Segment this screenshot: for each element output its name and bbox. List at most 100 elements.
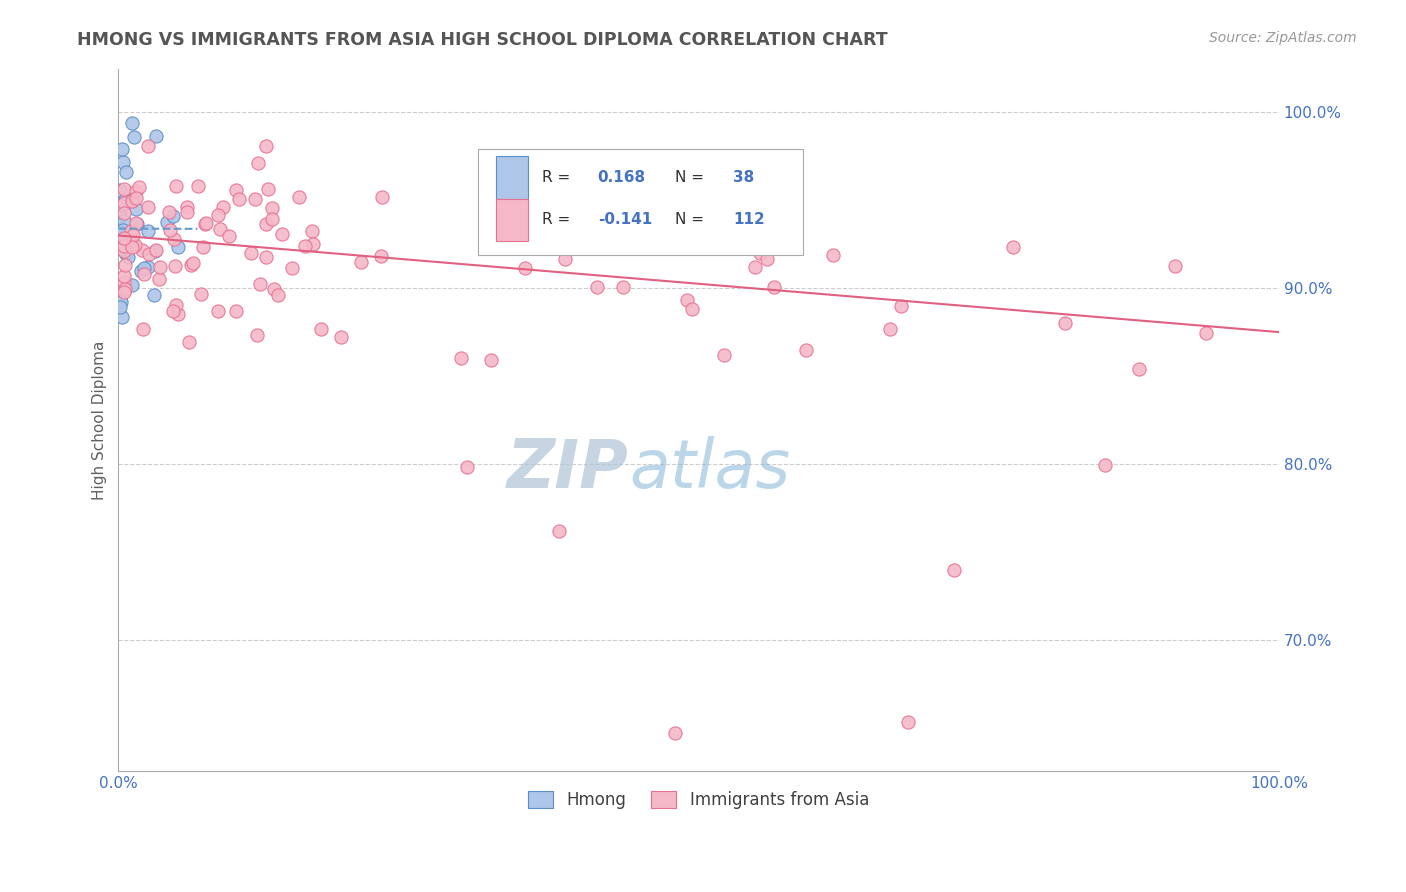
Point [136,224,159,238]
Point [165,298,187,312]
Point [548,524,571,538]
Point [112,244,135,258]
Point [371,190,394,204]
Point [644,211,666,226]
Point [125,216,148,230]
Point [136,260,159,274]
Text: -0.141: -0.141 [598,212,652,227]
Point [111,223,134,237]
Point [187,179,209,194]
Point [111,141,134,155]
Point [114,282,136,296]
Point [267,288,290,302]
Point [110,294,132,309]
Point [681,301,703,316]
Point [554,252,576,266]
Text: 112: 112 [734,212,765,227]
Point [112,232,135,246]
Bar [495,199,529,241]
Point [145,243,167,257]
Point [245,192,267,206]
Point [479,353,502,368]
Point [108,235,131,249]
Text: atlas: atlas [628,436,790,502]
Point [744,260,766,274]
Point [124,238,146,252]
Point [676,293,699,307]
Point [190,286,212,301]
Point [288,190,311,204]
Point [131,243,153,257]
Point [623,223,645,237]
Point [194,217,217,231]
Point [1128,362,1150,376]
Point [145,129,167,144]
Point [748,245,770,260]
Point [129,264,152,278]
Point [127,217,149,231]
Point [207,208,229,222]
Y-axis label: High School Diploma: High School Diploma [93,340,107,500]
Text: R =: R = [543,212,575,227]
Point [254,217,277,231]
Point [108,226,131,240]
Point [260,212,283,227]
Point [1054,316,1077,330]
Point [122,129,145,144]
Point [166,240,188,254]
Point [271,227,294,242]
Point [108,300,131,314]
Point [165,179,187,194]
Point [350,255,373,269]
Text: 0.168: 0.168 [598,170,645,185]
Point [132,321,155,335]
FancyBboxPatch shape [478,149,803,255]
Text: R =: R = [543,170,575,185]
Point [225,184,247,198]
Point [114,258,136,272]
Point [240,246,263,260]
Point [475,202,498,217]
Point [143,288,166,302]
Point [208,222,231,236]
Bar [495,156,529,199]
Point [108,210,131,224]
Point [121,116,143,130]
Point [112,205,135,219]
Point [713,348,735,362]
Point [120,224,142,238]
Point [114,193,136,207]
Point [138,246,160,260]
Point [162,304,184,318]
Point [263,282,285,296]
Point [193,240,215,254]
Point [156,215,179,229]
Point [110,183,132,197]
Point [110,203,132,218]
Point [117,250,139,264]
Point [879,321,901,335]
Point [138,139,160,153]
Point [121,194,143,208]
Point [134,267,156,281]
Point [249,277,271,291]
Text: ZIP: ZIP [508,436,628,502]
Point [612,279,634,293]
Point [890,299,912,313]
Point [159,223,181,237]
Point [194,216,217,230]
Point [218,228,240,243]
Point [176,200,198,214]
Point [136,200,159,214]
Point [211,200,233,214]
Point [228,192,250,206]
Point [149,260,172,274]
Text: Source: ZipAtlas.com: Source: ZipAtlas.com [1209,31,1357,45]
Point [162,232,184,246]
Point [260,202,283,216]
Point [456,460,478,475]
Point [121,240,143,254]
Point [177,335,200,350]
Point [246,328,269,343]
Point [207,304,229,318]
